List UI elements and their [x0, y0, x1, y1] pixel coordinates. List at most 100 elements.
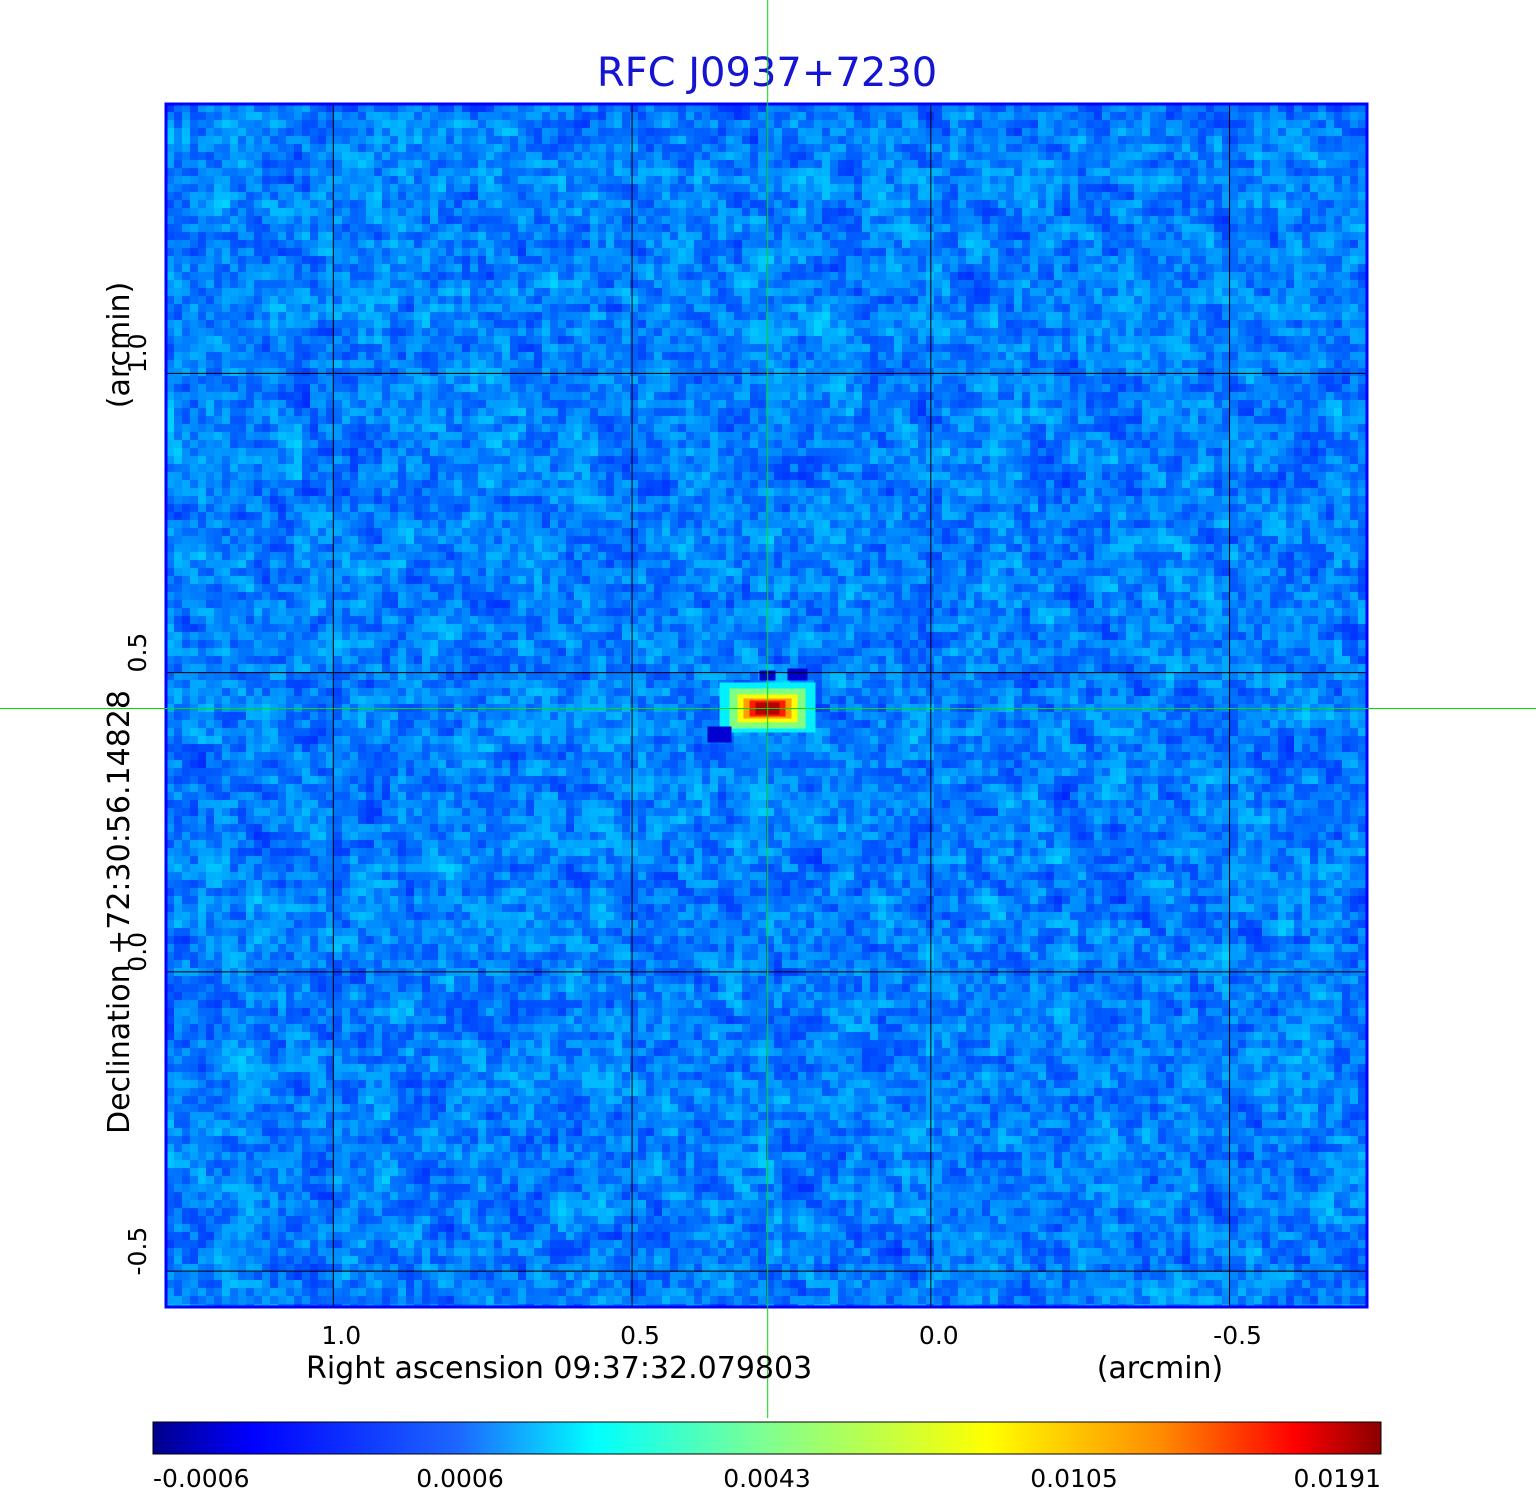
heatmap-cell	[214, 232, 223, 241]
heatmap-cell	[214, 208, 223, 217]
heatmap-cell	[558, 128, 567, 137]
heatmap-cell	[950, 296, 959, 305]
heatmap-cell	[654, 184, 663, 193]
heatmap-cell	[1086, 136, 1095, 145]
heatmap-cell	[1342, 336, 1351, 345]
heatmap-cell	[318, 176, 327, 185]
heatmap-cell	[1158, 248, 1167, 257]
heatmap-cell	[902, 160, 911, 169]
heatmap-cell	[982, 312, 991, 321]
heatmap-cell	[974, 216, 983, 225]
heatmap-cell	[286, 184, 295, 193]
heatmap-cell	[406, 360, 415, 369]
heatmap-cell	[1326, 176, 1335, 185]
heatmap-cell	[422, 168, 431, 177]
heatmap-cell	[478, 336, 487, 345]
heatmap-cell	[902, 224, 911, 233]
heatmap-cell	[190, 304, 199, 313]
heatmap-cell	[1030, 120, 1039, 129]
heatmap-cell	[430, 304, 439, 313]
heatmap-cell	[270, 264, 279, 273]
heatmap-cell	[694, 240, 703, 249]
heatmap-cell	[310, 344, 319, 353]
heatmap-cell	[1230, 312, 1239, 321]
heatmap-cell	[830, 304, 839, 313]
heatmap-cell	[494, 152, 503, 161]
heatmap-cell	[1166, 216, 1175, 225]
heatmap-cell	[966, 176, 975, 185]
heatmap-cell	[566, 320, 575, 329]
heatmap-cell	[1334, 256, 1343, 265]
heatmap-cell	[630, 344, 639, 353]
heatmap-cell	[502, 312, 511, 321]
heatmap-cell	[550, 256, 559, 265]
heatmap-cell	[662, 208, 671, 217]
heatmap-cell	[1286, 272, 1295, 281]
heatmap-cell	[1158, 208, 1167, 217]
heatmap-cell	[230, 224, 239, 233]
heatmap-cell	[1030, 240, 1039, 249]
heatmap-cell	[1118, 240, 1127, 249]
heatmap-cell	[966, 168, 975, 177]
heatmap-cell	[246, 168, 255, 177]
heatmap-cell	[1294, 144, 1303, 153]
heatmap-cell	[974, 352, 983, 361]
heatmap-cell	[238, 336, 247, 345]
heatmap-cell	[1302, 144, 1311, 153]
heatmap-cell	[590, 328, 599, 337]
heatmap-cell	[910, 200, 919, 209]
heatmap-cell	[998, 184, 1007, 193]
heatmap-cell	[262, 104, 271, 113]
heatmap-cell	[1342, 304, 1351, 313]
heatmap-cell	[590, 336, 599, 345]
heatmap-cell	[886, 176, 895, 185]
heatmap-cell	[1190, 120, 1199, 129]
heatmap-cell	[358, 240, 367, 249]
heatmap-cell	[1174, 256, 1183, 265]
heatmap-cell	[934, 256, 943, 265]
heatmap-cell	[246, 200, 255, 209]
heatmap-cell	[630, 336, 639, 345]
heatmap-cell	[926, 208, 935, 217]
heatmap-cell	[422, 360, 431, 369]
heatmap-cell	[470, 320, 479, 329]
heatmap-cell	[678, 312, 687, 321]
heatmap-cell	[582, 208, 591, 217]
heatmap-cell	[1078, 312, 1087, 321]
heatmap-cell	[950, 336, 959, 345]
heatmap-cell	[1230, 320, 1239, 329]
heatmap-cell	[806, 128, 815, 137]
heatmap-cell	[998, 104, 1007, 113]
heatmap-cell	[1294, 160, 1303, 169]
heatmap-cell	[1030, 296, 1039, 305]
heatmap-cell	[318, 152, 327, 161]
heatmap-cell	[1214, 112, 1223, 121]
heatmap-cell	[830, 192, 839, 201]
heatmap-cell	[630, 280, 639, 289]
heatmap-cell	[638, 208, 647, 217]
heatmap-cell	[398, 256, 407, 265]
heatmap-cell	[958, 176, 967, 185]
heatmap-cell	[822, 128, 831, 137]
heatmap-cell	[1054, 224, 1063, 233]
heatmap-cell	[606, 240, 615, 249]
heatmap-cell	[638, 232, 647, 241]
heatmap-cell	[1278, 144, 1287, 153]
heatmap-cell	[974, 104, 983, 113]
heatmap-cell	[542, 352, 551, 361]
heatmap-cell	[1286, 176, 1295, 185]
heatmap-cell	[822, 312, 831, 321]
heatmap-cell	[838, 208, 847, 217]
heatmap-cell	[1158, 272, 1167, 281]
heatmap-cell	[374, 344, 383, 353]
heatmap-cell	[310, 352, 319, 361]
heatmap-cell	[886, 136, 895, 145]
heatmap-cell	[198, 248, 207, 257]
heatmap-cell	[534, 184, 543, 193]
heatmap-cell	[1310, 168, 1319, 177]
heatmap-cell	[390, 152, 399, 161]
heatmap-cell	[926, 216, 935, 225]
heatmap-cell	[446, 288, 455, 297]
heatmap-cell	[654, 224, 663, 233]
heatmap-cell	[1350, 184, 1359, 193]
